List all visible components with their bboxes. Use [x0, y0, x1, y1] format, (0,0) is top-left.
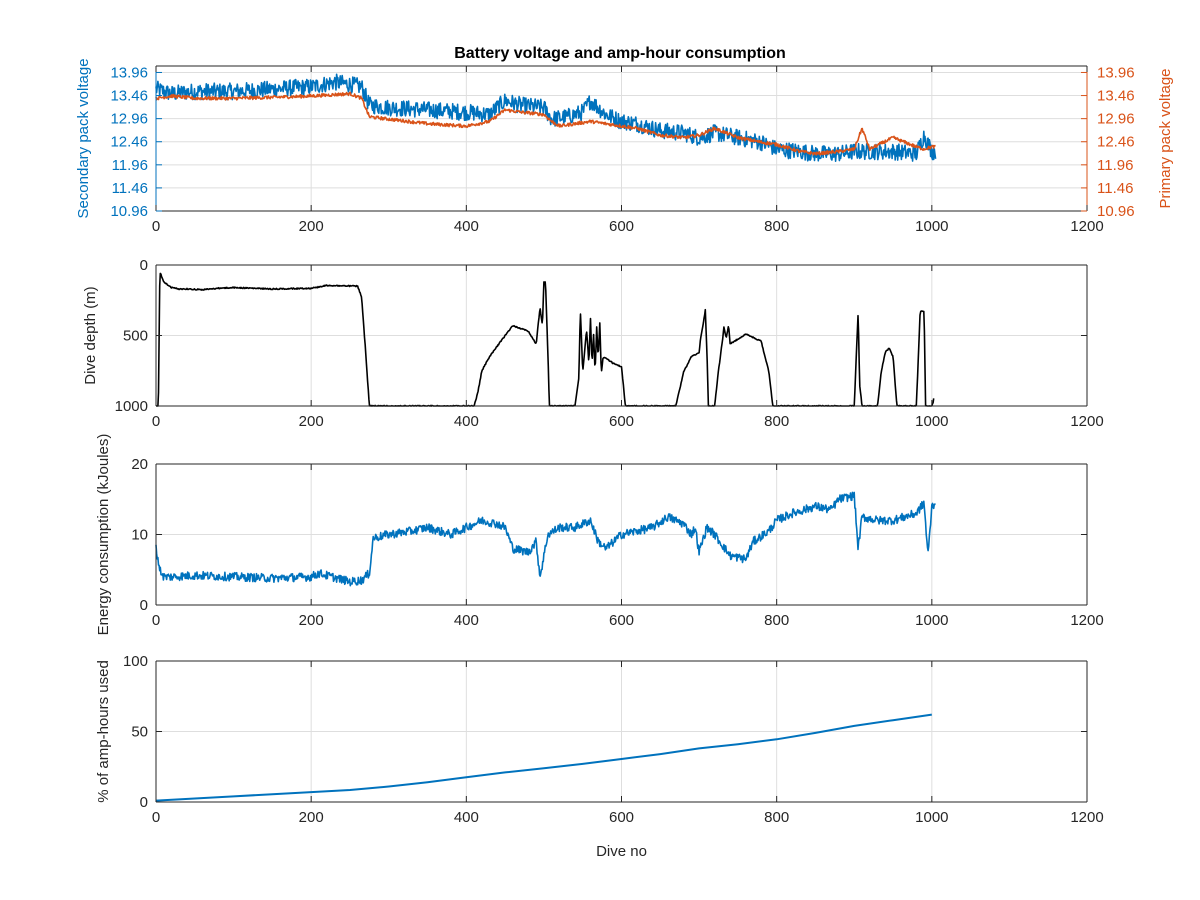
- x-tick-label: 1000: [915, 413, 948, 430]
- y-axis-label-left: Secondary pack voltage: [75, 58, 92, 218]
- x-tick-label: 1200: [1070, 218, 1103, 235]
- x-tick-label: 200: [299, 612, 324, 629]
- y-tick-label: 20: [131, 456, 148, 473]
- y-right-tick-label: 11.96: [1097, 157, 1133, 174]
- y-tick-label: 10: [131, 527, 148, 544]
- x-tick-label: 600: [609, 809, 634, 826]
- y-tick-label: 11.46: [112, 180, 148, 197]
- x-tick-label: 800: [764, 413, 789, 430]
- y-tick-label: 0: [140, 794, 148, 811]
- x-tick-label: 200: [299, 809, 324, 826]
- y-tick-label: 13.46: [110, 88, 148, 105]
- panel-4: 0 200 400 600 800 1000 1200 0 50 100 % of amp-hour…: [95, 653, 1104, 860]
- x-tick-label: 200: [299, 413, 324, 430]
- x-tick-label: 1000: [915, 809, 948, 826]
- y-right-tick-label: 12.46: [1097, 134, 1135, 151]
- x-tick-label: 400: [454, 612, 479, 629]
- y-right-tick-label: 13.46: [1097, 88, 1135, 105]
- y-tick-label: 100: [123, 653, 148, 670]
- x-tick-label: 800: [764, 612, 789, 629]
- series-line-1: [155, 272, 935, 407]
- y-right-tick-label: 13.96: [1097, 64, 1135, 81]
- x-tick-label: 1200: [1070, 809, 1103, 826]
- x-tick-label: 600: [609, 218, 634, 235]
- series-line-1: [155, 73, 937, 162]
- x-tick-label: 0: [152, 413, 160, 430]
- x-tick-label: 800: [764, 809, 789, 826]
- y-axis-label: Dive depth (m): [82, 286, 99, 384]
- panel-3: 0 200 400 600 800 1000 1200 0 10 20 Energy consump…: [95, 434, 1104, 636]
- y-tick-label: 0: [140, 597, 148, 614]
- x-tick-label: 0: [152, 809, 160, 826]
- panel-2: 0 200 400 600 800 1000 1200 0 500 1000 Dive depth …: [82, 257, 1104, 430]
- x-tick-label: 1000: [915, 612, 948, 629]
- y-axis-label: % of amp-hours used: [95, 660, 112, 803]
- y-tick-label: 10.96: [110, 203, 148, 220]
- x-tick-label: 600: [609, 413, 634, 430]
- y-tick-label: 12.96: [110, 111, 148, 128]
- x-tick-label: 1200: [1070, 612, 1103, 629]
- x-tick-label: 200: [299, 218, 324, 235]
- x-tick-label: 0: [152, 218, 160, 235]
- x-tick-label: 400: [454, 809, 479, 826]
- x-tick-label: 600: [609, 612, 634, 629]
- y-axis-label: Energy consumption (kJoules): [95, 434, 112, 636]
- series-line-2: [155, 91, 936, 156]
- series-line-1: [155, 491, 936, 587]
- y-tick-label: 13.96: [110, 64, 148, 81]
- y-tick-label: 11.96: [112, 157, 148, 174]
- y-tick-label: 500: [123, 328, 148, 345]
- series-line-1: [155, 713, 932, 802]
- y-tick-label: 1000: [115, 398, 148, 415]
- x-tick-label: 0: [152, 612, 160, 629]
- y-right-tick-label: 11.46: [1097, 180, 1133, 197]
- y-right-tick-label: 10.96: [1097, 203, 1135, 220]
- y-axis-label-right: Primary pack voltage: [1157, 68, 1174, 208]
- x-tick-label: 800: [764, 218, 789, 235]
- figure-title: Battery voltage and amp-hour consumption: [454, 45, 786, 62]
- x-tick-label: 1000: [915, 218, 948, 235]
- x-tick-label: 400: [454, 413, 479, 430]
- y-tick-label: 0: [140, 257, 148, 274]
- x-axis-label: Dive no: [596, 843, 647, 860]
- y-tick-label: 12.46: [110, 134, 148, 151]
- y-right-tick-label: 12.96: [1097, 111, 1135, 128]
- y-tick-label: 50: [131, 724, 148, 741]
- x-tick-label: 400: [454, 218, 479, 235]
- x-tick-label: 1200: [1070, 413, 1103, 430]
